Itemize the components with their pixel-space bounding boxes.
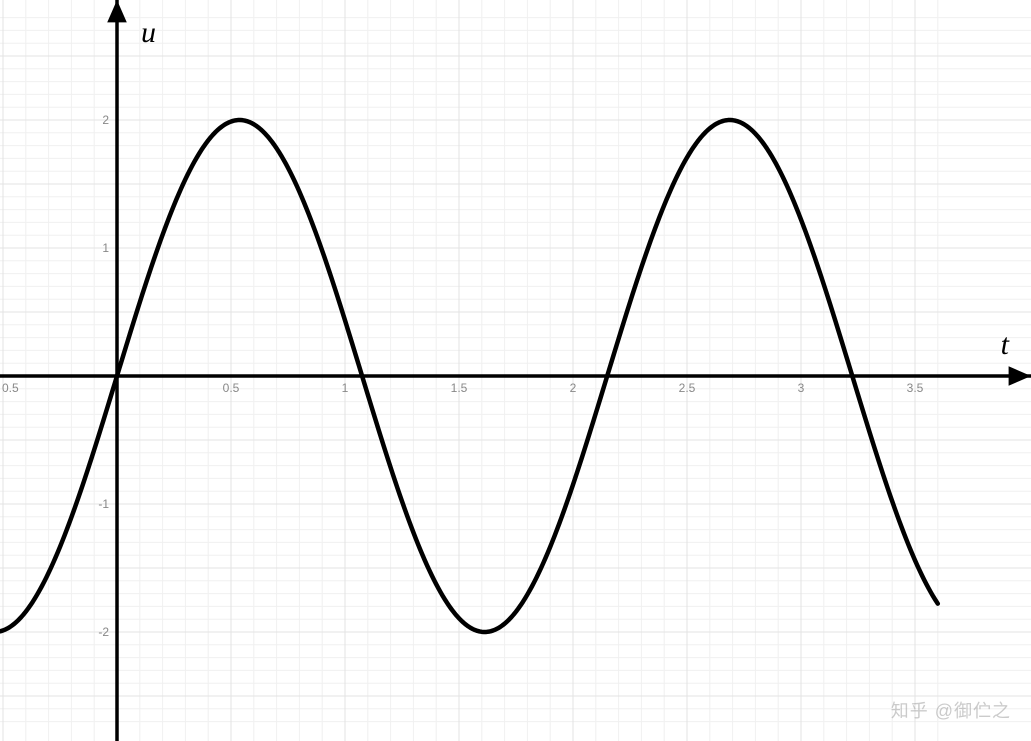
xtick-label: 1.5 [451,381,468,395]
sine-chart: 0.50.511.522.533.5-2-112ut 知乎 @御伫之 [0,0,1031,741]
y-axis-label: u [141,16,156,49]
ytick-label: -1 [98,497,109,511]
xtick-label: 2 [570,381,577,395]
xtick-label: 3.5 [907,381,924,395]
ytick-label: 2 [102,113,109,127]
xtick-label: 0.5 [223,381,240,395]
xtick-label: 2.5 [679,381,696,395]
ytick-label: -2 [98,625,109,639]
xtick-label: 1 [342,381,349,395]
ytick-label: 1 [102,241,109,255]
chart-svg: 0.5 0.5 1 1.5 2 2.5 3 3.5 -2 -1 1 2 u t [0,0,1031,741]
xtick-label: 3 [798,381,805,395]
x-axis-label: t [1001,328,1010,361]
xtick-label: 0.5 [2,381,19,395]
